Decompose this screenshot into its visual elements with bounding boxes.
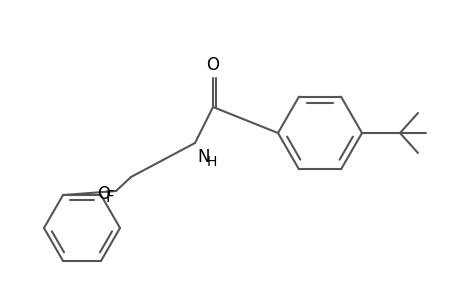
Text: H: H: [207, 155, 217, 169]
Text: O: O: [97, 185, 110, 203]
Text: N: N: [196, 148, 209, 166]
Text: F: F: [106, 190, 114, 205]
Text: O: O: [206, 56, 219, 74]
